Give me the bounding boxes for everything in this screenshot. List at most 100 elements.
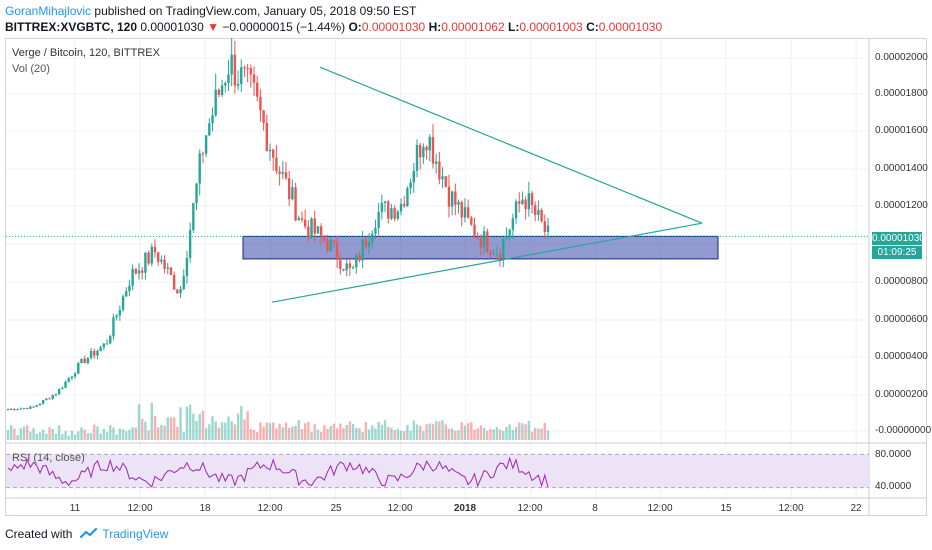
candle-body [434,161,438,164]
volume-bar [361,431,364,440]
price-tick: 0.00000200 [875,389,928,400]
volume-bar [511,429,515,440]
candle-body [450,191,454,207]
candle-body [466,207,470,218]
volume-bar [473,429,476,440]
candle-body [35,405,38,407]
candle-body [243,67,246,69]
publish-line: GoranMihajlovic published on TradingView… [5,4,416,18]
candle-body [326,240,329,251]
candle-body [272,149,275,158]
candle-body [150,246,153,264]
candle-body [57,389,61,395]
rsi-line [7,456,549,488]
volume-bar [307,421,310,440]
volume-bar [54,433,58,440]
candle-body [137,270,141,274]
candle-body [115,315,118,318]
volume-bar [192,413,195,440]
volume-bar [224,422,227,440]
author-link[interactable]: GoranMihajlovic [5,4,92,18]
volume-bar [486,430,489,440]
volume-bar [444,424,447,440]
volume-bar [156,427,160,440]
volume-bar [112,427,115,440]
volume-bar [141,418,144,440]
candle-body [201,153,205,155]
candle-body [185,257,189,277]
volume-bar [505,426,508,440]
candle-body [361,239,364,261]
volume-bar [16,435,19,440]
volume-bar [137,404,141,440]
volume-bar [272,422,275,440]
candle-body [156,252,160,262]
candle-body [364,239,368,247]
volume-bar [80,427,83,440]
volume-bar [355,427,358,440]
volume-bar [220,422,224,440]
tradingview-brand-text: TradingView [102,527,169,541]
candle-body [141,270,144,273]
candle-body [77,363,80,374]
candle-body [105,343,109,345]
time-tick: 12:00 [778,503,804,514]
candle-body [29,406,32,409]
volume-bar [64,431,67,440]
volume-bar [428,423,431,440]
candle-body [335,242,339,260]
volume-bar [425,424,428,440]
bar-countdown-tag: 01:09:25 [872,246,922,259]
volume-bar [166,417,169,440]
time-tick: 12:00 [647,503,673,514]
volume-bar [508,424,511,440]
chart-frame[interactable] [5,38,927,516]
volume-bar [195,420,198,440]
volume-bar [380,424,384,440]
volume-bar [73,434,77,440]
volume-bar [434,421,438,440]
volume-bar [35,433,38,440]
volume-bar [495,427,499,440]
volume-bar [351,423,355,440]
candle-body [166,267,169,269]
candle-body [230,54,233,75]
candle-body [355,255,358,268]
candle-body [198,153,201,184]
candle-body [19,408,22,410]
volume-bar [236,413,240,440]
candle-body [367,242,371,247]
tradingview-brand-link[interactable]: TradingView [80,527,168,541]
candle-body [291,187,294,200]
volume-bar [422,431,425,440]
volume-bar [521,423,524,440]
volume-bar [364,422,368,440]
volume-bar [412,420,415,440]
candle-body [195,183,198,204]
volume-bar [208,424,211,440]
volume-bar [259,422,262,440]
volume-bar [176,426,179,440]
volume-bar [291,426,294,440]
volume-bar [131,427,134,440]
candle-body [41,399,45,404]
volume-bar [67,435,70,440]
candle-body [275,157,278,172]
low-label: L: [507,20,520,34]
volume-bar [470,422,473,440]
volume-bar [147,430,150,440]
volume-bar [252,429,256,440]
candle-body [457,201,460,205]
volume-bar [460,422,463,440]
volume-bar [153,415,157,440]
rsi-label: RSI (14, close) [12,452,85,464]
time-tick: 8 [592,503,598,514]
volume-bar [297,420,300,440]
candle-body [54,394,58,396]
candle-body [233,54,237,86]
candle-body [22,408,26,410]
candle-body [463,207,467,218]
volume-bar [29,431,32,440]
volume-bar [332,423,336,440]
